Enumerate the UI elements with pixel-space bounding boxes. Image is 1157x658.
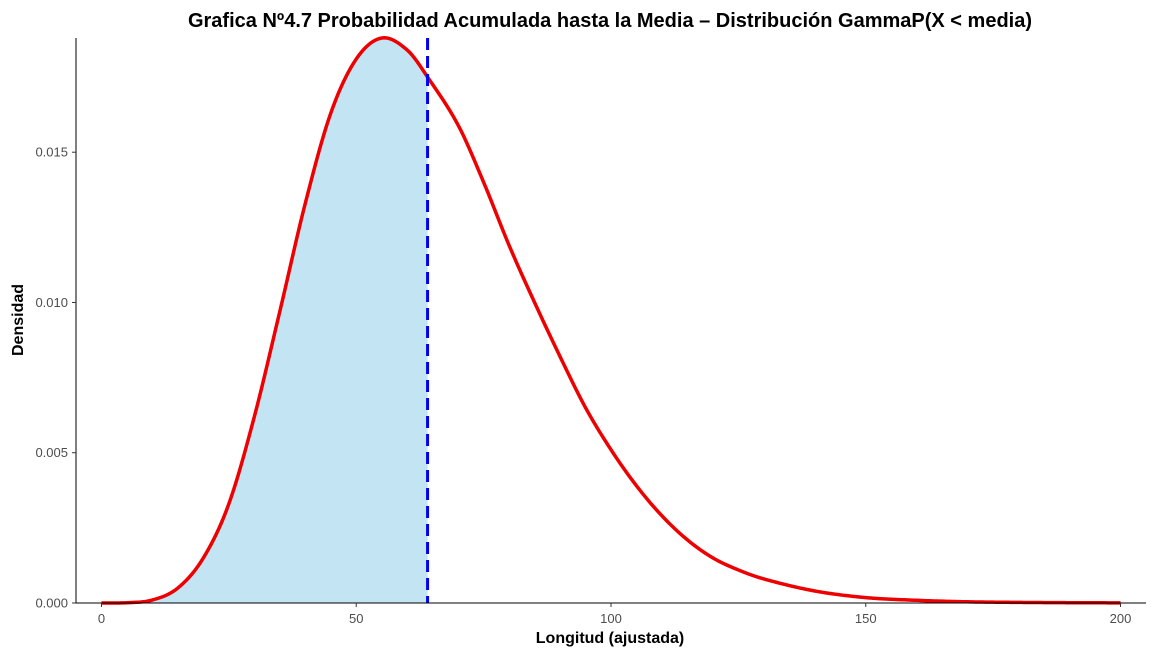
x-axis-title: Longitud (ajustada)	[536, 630, 684, 647]
plot-area: 0 50 100 150 200 0.000 0.005 0.010 0.015	[35, 36, 1146, 626]
x-tick-label: 200	[1110, 611, 1132, 626]
y-tick-label: 0.010	[35, 295, 68, 310]
y-axis-title: Densidad	[10, 284, 27, 356]
shaded-area	[101, 37, 428, 603]
density-curve	[101, 36, 1121, 605]
x-tick-label: 0	[98, 611, 105, 626]
x-tick-label: 50	[349, 611, 363, 626]
y-tick-label: 0.015	[35, 145, 68, 160]
y-tick-label: 0.005	[35, 445, 68, 460]
y-tick-label: 0.000	[35, 596, 68, 611]
x-tick-label: 100	[600, 611, 622, 626]
x-tick-label: 150	[855, 611, 877, 626]
chart-title: Grafica Nº4.7 Probabilidad Acumulada has…	[188, 10, 1032, 32]
